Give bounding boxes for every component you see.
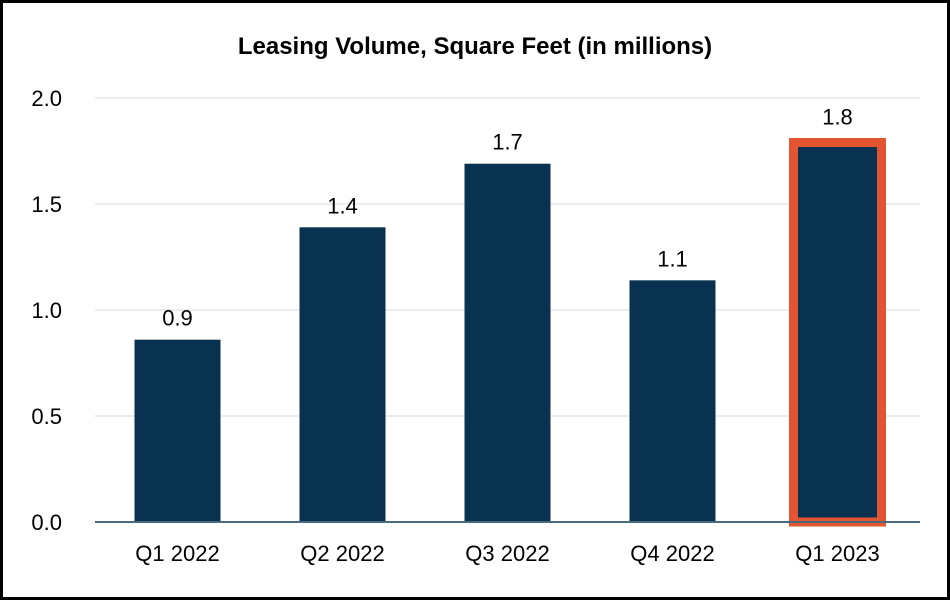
bar <box>299 227 386 522</box>
x-tick-label: Q3 2022 <box>465 541 549 566</box>
bar <box>134 339 221 522</box>
chart-title: Leasing Volume, Square Feet (in millions… <box>238 33 712 60</box>
y-tick-label: 2.0 <box>31 86 62 111</box>
y-tick-label: 1.0 <box>31 298 62 323</box>
bar-highlighted <box>789 138 886 527</box>
data-label: 1.8 <box>822 105 853 130</box>
data-label: 1.4 <box>327 193 358 218</box>
data-label: 0.9 <box>162 306 193 331</box>
x-tick-label: Q4 2022 <box>630 541 714 566</box>
bar <box>629 280 716 522</box>
y-tick-label: 1.5 <box>31 192 62 217</box>
bar <box>464 163 551 522</box>
y-tick-label: 0.5 <box>31 404 62 429</box>
data-label: 1.7 <box>492 130 523 155</box>
x-tick-label: Q2 2022 <box>300 541 384 566</box>
data-label: 1.1 <box>657 246 688 271</box>
y-tick-label: 0.0 <box>31 510 62 535</box>
x-tick-label: Q1 2022 <box>135 541 219 566</box>
x-tick-label: Q1 2023 <box>795 541 879 566</box>
